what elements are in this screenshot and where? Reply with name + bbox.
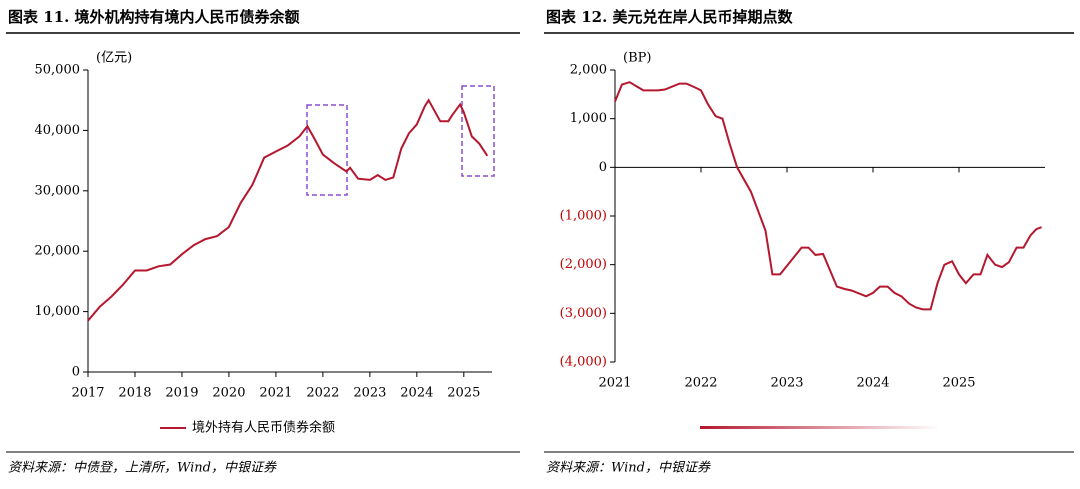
chart-title: 图表 12. 美元兑在岸人民币掉期点数	[546, 8, 794, 26]
x-tick-label: 2023	[770, 376, 803, 391]
x-tick-label: 2020	[212, 386, 245, 401]
y-tick-label: (2,000)	[560, 257, 607, 272]
y-tick-label: 0	[72, 365, 80, 380]
y-tick-label: 20,000	[35, 244, 81, 259]
x-tick-label: 2024	[400, 386, 433, 401]
source: 资料来源：中债登，上清所，Wind，中银证券	[8, 461, 277, 476]
x-tick-label: 2025	[942, 376, 975, 391]
legend-label: 境外持有人民币债券余额	[192, 420, 335, 436]
highlight-box	[306, 104, 348, 196]
highlight-box	[461, 85, 495, 177]
y-tick-label: (1,000)	[560, 209, 607, 224]
y-tick-label: 0	[599, 160, 607, 175]
y-tick-label: 2,000	[570, 63, 607, 78]
legend-decoration	[700, 426, 940, 429]
x-tick-label: 2017	[71, 386, 104, 401]
y-tick-label: 50,000	[35, 63, 81, 78]
x-tick-label: 2021	[259, 386, 292, 401]
line-series	[614, 81, 1042, 311]
line-series	[87, 98, 489, 322]
x-tick-label: 2022	[684, 376, 717, 391]
chart-title: 图表 11. 境外机构持有境内人民币债券余额	[8, 8, 300, 26]
x-tick-label: 2019	[165, 386, 198, 401]
y-tick-label: (3,000)	[560, 306, 607, 321]
x-tick-label: 2021	[598, 376, 631, 391]
y-tick-label: 1,000	[570, 111, 607, 126]
source: 资料来源：Wind，中银证券	[546, 461, 711, 476]
unit-label: (亿元)	[96, 51, 132, 66]
y-tick-label: 30,000	[35, 183, 81, 198]
x-tick-label: 2022	[306, 386, 339, 401]
unit-label: (BP)	[623, 51, 651, 66]
x-tick-label: 2023	[353, 386, 386, 401]
y-tick-label: 10,000	[35, 304, 81, 319]
y-tick-label: 40,000	[35, 123, 81, 138]
x-tick-label: 2018	[118, 386, 151, 401]
x-tick-label: 2025	[447, 386, 480, 401]
x-tick-label: 2024	[856, 376, 889, 391]
y-tick-label: (4,000)	[560, 355, 607, 370]
